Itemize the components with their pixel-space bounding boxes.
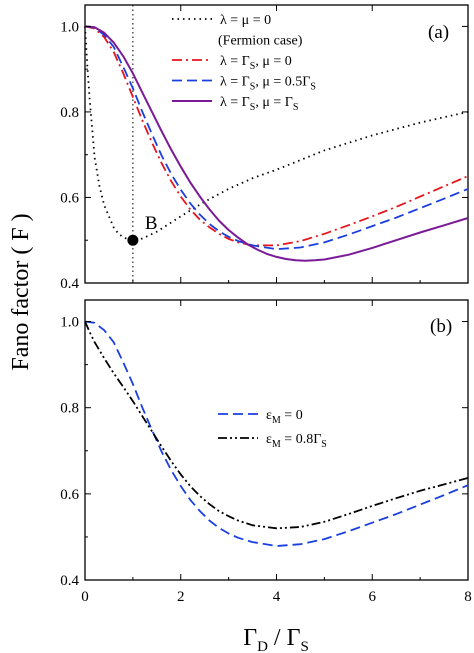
legend-text-main: ε — [266, 432, 272, 447]
x-tick-label: 2 — [177, 589, 185, 605]
legend-text-main: λ = μ = 0 — [220, 13, 271, 28]
legend-entry: εM = 0 — [266, 408, 303, 426]
x-tick-label: 4 — [273, 589, 281, 605]
legend-entry: λ = ΓS, μ = 0.5ΓS — [220, 75, 316, 93]
legend-text-tail: = 0 — [281, 408, 303, 423]
legend-entry: λ = μ = 0 — [220, 13, 271, 28]
legend-text-sub: M — [272, 439, 281, 450]
legend-entry: εM = 0.8ΓS — [266, 432, 327, 450]
legend-text-sub2: S — [293, 102, 299, 113]
y-axis-title: Fano factor ( F ) — [8, 213, 34, 370]
legend-text-sub2: S — [321, 439, 327, 450]
x-axis-title-sub-d: D — [257, 639, 268, 653]
legend-entry: λ = ΓS, μ = ΓS — [220, 95, 298, 113]
legend-text-main: λ = Γ — [220, 54, 250, 69]
x-tick-label: 0 — [81, 589, 89, 605]
x-axis-title-gamma-d: Γ — [243, 625, 257, 651]
legend-text-main: λ = Γ — [220, 75, 250, 90]
panel-b: 0.40.60.81.00 2 4 6 8 (b) εM = 0εM = 0.8ΓS — [60, 299, 472, 605]
y-tick-label: 0.4 — [60, 276, 79, 292]
panel-a-tag: (a) — [428, 22, 449, 43]
panel-b-ticks-group: 0.4 0.6 0.8 1.0 0 2 4 6 8 — [60, 300, 472, 605]
legend-text-tail: , μ = 0.5Γ — [255, 75, 310, 90]
panel-b-series-group — [84, 320, 469, 547]
legend-text-tail: , μ = Γ — [255, 95, 293, 110]
series-line-b-0 — [84, 320, 469, 547]
series-line-a-3 — [84, 25, 469, 262]
legend-text-main: ε — [266, 408, 272, 423]
legend-entry: λ = ΓS, μ = 0 — [220, 54, 292, 72]
y-tick-label: 0.6 — [60, 487, 79, 503]
legend-text-main: λ = Γ — [220, 95, 250, 110]
series-line-a-2 — [84, 25, 469, 251]
y-tick-label: 0.6 — [60, 190, 79, 206]
legend-text-sub: S — [250, 82, 256, 93]
y-tick-label: 1.0 — [60, 315, 79, 331]
y-tick-label: 1.0 — [60, 19, 79, 35]
x-axis-title-slash-gamma: / Γ — [268, 625, 301, 651]
panel-a-series-group: B — [84, 5, 469, 283]
legend-text-sub: M — [272, 415, 281, 426]
legend-text-tail: , μ = 0 — [255, 54, 291, 69]
legend-entry: (Fermion case) — [218, 34, 303, 49]
panel-b-tag: (b) — [430, 316, 452, 337]
x-tick-label: 6 — [369, 589, 377, 605]
panel-b-legend: εM = 0εM = 0.8ΓS — [218, 408, 327, 450]
x-axis-title: ΓD / ΓS — [243, 625, 309, 653]
series-line-a-1 — [84, 25, 469, 247]
x-axis-title-sub-s: S — [300, 639, 308, 653]
legend-text-sub2: S — [310, 82, 316, 93]
legend-text-main: (Fermion case) — [218, 34, 303, 49]
panel-a-legend: λ = μ = 0(Fermion case)λ = ΓS, μ = 0λ = … — [172, 13, 316, 113]
x-tick-label: 8 — [464, 589, 472, 605]
y-tick-label: 0.4 — [60, 573, 79, 589]
y-tick-label: 0.8 — [60, 401, 79, 417]
marker-label-b: B — [145, 213, 158, 234]
y-tick-label: 0.8 — [60, 105, 79, 121]
panel-a: B 0.4 0.6 0.8 1.0 (a) λ = μ = 0 (Fermion cas… — [60, 4, 469, 292]
legend-text-sub: S — [250, 102, 256, 113]
legend-text-sub: S — [250, 61, 256, 72]
series-line-b-1 — [84, 321, 469, 530]
legend-text-tail: = 0.8Γ — [281, 432, 322, 447]
panel-a-ticks-group: 0.4 0.6 0.8 1.0 — [60, 5, 469, 292]
marker-point-b — [127, 234, 139, 246]
